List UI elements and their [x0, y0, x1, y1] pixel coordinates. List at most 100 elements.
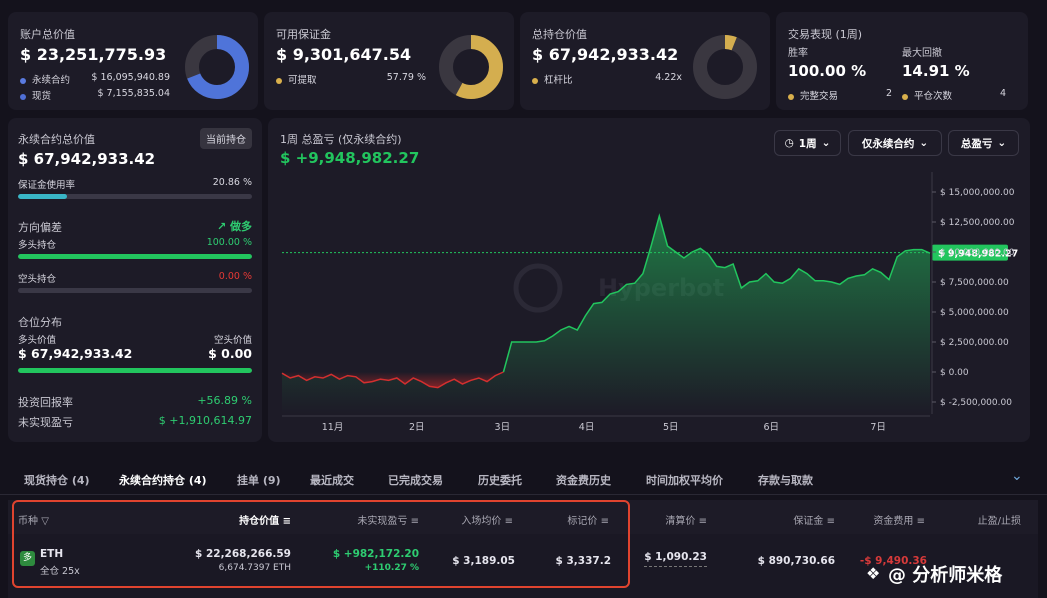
performance-title: 交易表现 (1周): [788, 28, 863, 41]
tab-completed[interactable]: 已完成交易: [388, 474, 443, 487]
coin-name[interactable]: ETH: [40, 548, 64, 560]
margin-usage-bar: [18, 194, 252, 199]
col-entry[interactable]: 入场均价 ≡: [461, 516, 513, 527]
short-value-label: 空头价值: [213, 335, 252, 346]
x-tick-label: 3日: [495, 422, 511, 433]
chart-watermark-logo-icon: [513, 263, 563, 313]
pnl-area-negative: [282, 372, 504, 388]
y-tick-label: $ 12,500,000.00: [940, 218, 1015, 228]
y-tick-label: $ 5,000,000.00: [940, 308, 1009, 318]
account-title: 账户总价值: [20, 28, 75, 41]
chevron-down-icon: ⌄: [821, 137, 831, 149]
pnl-chart: Hyperbot$ 9,948,982.27$ 15,000,000.00$ 1…: [281, 172, 1018, 433]
distribution-bar: [18, 368, 252, 373]
chart-value: $ +9,948,982.27: [280, 149, 420, 167]
sort-icon[interactable]: ≡: [826, 516, 835, 527]
account-value: $ 23,251,775.93: [20, 45, 167, 64]
distribution-fill: [18, 368, 252, 373]
y-tick-label: $ 0.00: [940, 368, 969, 378]
pnl-chart-card: 1周 总盈亏 (仅永续合约) $ +9,948,982.27 ◷ 1周 ⌄ 仅永续合…: [268, 118, 1030, 442]
sort-icon[interactable]: ≡: [282, 516, 291, 527]
tab-deposits[interactable]: 存款与取款: [758, 474, 813, 487]
bias-label: 方向偏差: [18, 221, 62, 234]
header-row-bg: [8, 500, 1038, 534]
long-fill: [18, 254, 252, 259]
chart-title: 1周 总盈亏 (仅永续合约): [280, 133, 402, 146]
col-value[interactable]: 持仓价值 ≡: [239, 516, 291, 527]
current-position-badge[interactable]: 当前持仓: [200, 128, 252, 149]
account-item-perp: 永续合约 $ 16,095,940.89: [20, 72, 170, 86]
long-value: $ 67,942,933.42: [18, 346, 133, 361]
short-holding: 空头持仓 0.00 %: [18, 271, 252, 285]
tab-funding[interactable]: 资金费历史: [556, 474, 611, 487]
col-coin[interactable]: 币种 ▽: [18, 516, 49, 527]
sort-icon[interactable]: ≡: [504, 516, 513, 527]
drawdown-value: 14.91 %: [902, 62, 970, 80]
perp-summary-card: 永续合约总价值 当前持仓 $ 67,942,933.42 保证金使用率 20.86…: [8, 118, 262, 442]
roi-row: 投资回报率 +56.89 %: [18, 394, 252, 409]
expand-chevron-icon[interactable]: ⌄: [1011, 468, 1023, 484]
y-tick-label: $ 10,000,000.00: [940, 248, 1015, 258]
position-donut: [693, 35, 757, 99]
funding-fee: -$ 9,490.36: [859, 555, 927, 567]
y-tick-label: $ 15,000,000.00: [940, 188, 1015, 198]
x-tick-label: 4日: [579, 422, 595, 433]
performance-card: 交易表现 (1周) 胜率 100.00 % 最大回撤 14.91 % 完整交易 2…: [776, 12, 1028, 110]
chevron-down-icon: ⌄: [997, 137, 1007, 149]
chevron-down-icon: ⌄: [919, 137, 929, 149]
col-tpsl[interactable]: 止盈/止损: [977, 516, 1021, 527]
tab-recent-fills[interactable]: 最近成交: [310, 474, 354, 487]
mark-price: $ 3,337.2: [555, 555, 611, 567]
scope-select[interactable]: 仅永续合约 ⌄: [848, 130, 942, 156]
tab-twap[interactable]: 时间加权平均价: [646, 474, 723, 487]
margin-item-withdrawable: 可提取 57.79 %: [276, 72, 426, 86]
x-tick-label: 11月: [322, 422, 344, 433]
y-tick-label: $ -2,500,000.00: [940, 398, 1012, 408]
long-bar: [18, 254, 252, 259]
period-select[interactable]: ◷ 1周 ⌄: [774, 130, 841, 156]
unrealized-pnl-pct: +110.27 %: [364, 563, 419, 573]
type-select[interactable]: 总盈亏 ⌄: [948, 130, 1019, 156]
trend-up-icon: ↗: [216, 220, 227, 233]
margin-title: 可用保证金: [276, 28, 331, 41]
liquidation-price: $ 1,090.23: [644, 551, 707, 567]
long-value-label: 多头价值: [18, 335, 57, 346]
pnl-line-positive: [502, 213, 931, 373]
position-value: $ 67,942,933.42: [532, 45, 679, 64]
coin-mode: 全仓 25x: [40, 566, 80, 577]
current-value-label: $ 9,948,982.27: [938, 249, 1018, 260]
sort-icon[interactable]: ≡: [410, 516, 419, 527]
margin-card: 可用保证金 $ 9,301,647.54 可提取 57.79 %: [264, 12, 514, 110]
x-tick-label: 6日: [763, 422, 779, 433]
filter-icon[interactable]: ▽: [41, 516, 49, 527]
margin-value: $ 890,730.66: [757, 555, 835, 567]
position-size: 6,674.7397 ETH: [218, 563, 291, 573]
sort-icon[interactable]: ≡: [698, 516, 707, 527]
col-pnl[interactable]: 未实现盈亏 ≡: [357, 516, 419, 527]
current-value-tag: [932, 244, 1008, 261]
col-margin[interactable]: 保证金 ≡: [793, 516, 835, 527]
position-item-leverage: 杠杆比 4.22x: [532, 72, 682, 86]
tab-divider: [0, 494, 1047, 495]
pnl-area-positive: [282, 216, 930, 414]
col-mark[interactable]: 标记价 ≡: [567, 516, 609, 527]
watermark-text: @ 分析师米格: [888, 565, 1003, 586]
drawdown-label: 最大回撤: [902, 48, 942, 59]
tab-orders[interactable]: 挂单 (9): [237, 474, 281, 487]
watermark-logo-icon: ❖: [866, 564, 881, 583]
perp-value: $ 67,942,933.42: [18, 150, 156, 168]
sort-icon[interactable]: ≡: [600, 516, 609, 527]
x-tick-label: 2日: [409, 422, 425, 433]
tab-history[interactable]: 历史委托: [478, 474, 522, 487]
sort-icon[interactable]: ≡: [916, 516, 925, 527]
x-tick-label: 7日: [870, 422, 886, 433]
account-card: 账户总价值 $ 23,251,775.93 永续合约 $ 16,095,940.8…: [8, 12, 258, 110]
col-liq[interactable]: 清算价 ≡: [665, 516, 707, 527]
perp-title: 永续合约总价值: [18, 133, 95, 146]
tab-spot[interactable]: 现货持仓 (4): [24, 474, 90, 487]
account-donut: [185, 35, 249, 99]
margin-usage-fill: [18, 194, 67, 199]
long-holding: 多头持仓 100.00 %: [18, 237, 252, 251]
col-funding[interactable]: 资金费用 ≡: [873, 516, 925, 527]
tab-perp[interactable]: 永续合约持仓 (4): [119, 474, 207, 487]
